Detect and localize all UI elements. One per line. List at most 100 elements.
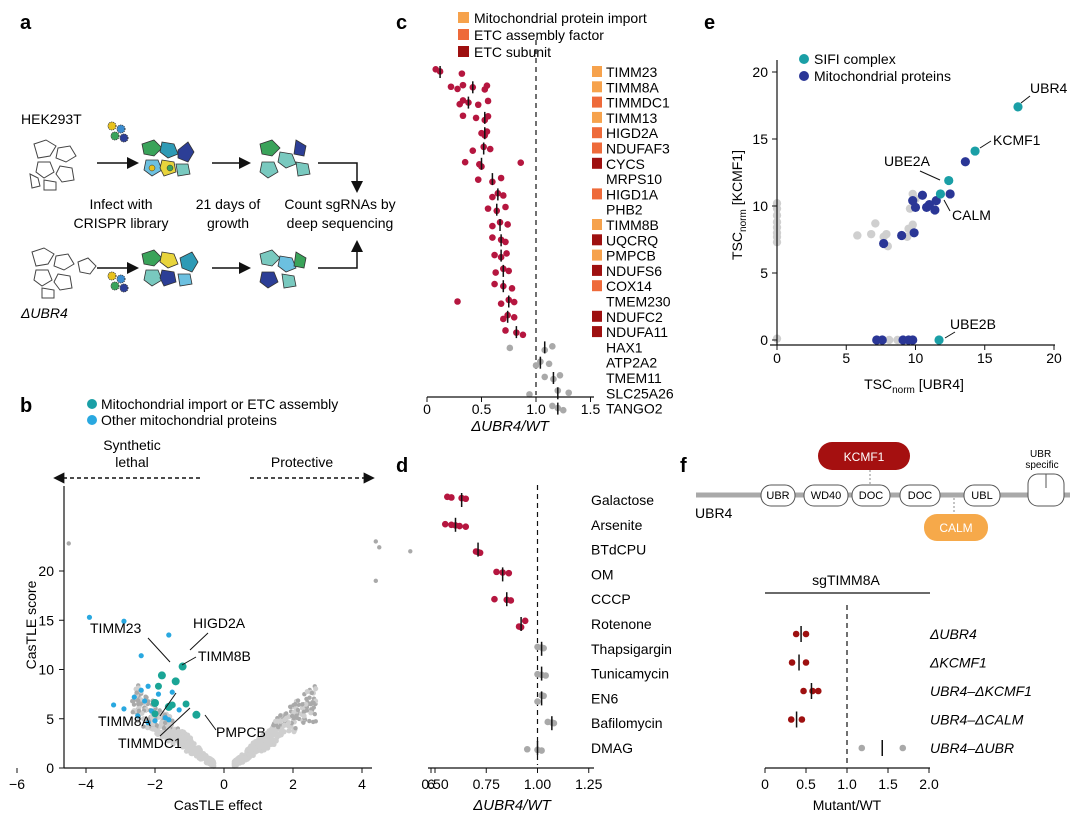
gene-label: TIMM13 (606, 110, 658, 126)
volcano-mito-point (111, 702, 117, 708)
volcano-background-point (130, 709, 135, 715)
d-point (542, 672, 549, 679)
e-y-tick-label: 5 (760, 265, 768, 281)
c-point (474, 101, 482, 109)
c-point (491, 280, 498, 288)
volcano-highlight-point (151, 698, 159, 707)
volcano-background-point (203, 755, 210, 761)
c-point (526, 391, 533, 398)
c-point (505, 267, 513, 275)
gene-labels-c: TIMM23TIMM8ATIMMDC1TIMM13HIGD2ANDUFAF3CY… (592, 64, 674, 417)
volcano-background-point (313, 686, 319, 692)
e-mito-point (909, 228, 919, 238)
volcano-highlight-point (192, 710, 201, 719)
label-pmpcb: PMPCB (216, 724, 266, 740)
calm-box (924, 514, 988, 541)
c-x-tick-label: 1.5 (581, 401, 601, 417)
e-mito-point (879, 238, 889, 249)
f-point (809, 687, 816, 695)
volcano-background-point (278, 713, 283, 718)
volcano-background-point (138, 701, 144, 706)
virus-cluster-2 (107, 271, 129, 293)
d-condition-label: EN6 (591, 690, 618, 706)
e-y-tick-label: 0 (760, 332, 768, 348)
gene-class-marker (592, 280, 602, 292)
f-x-tick-label: 2.0 (919, 776, 939, 792)
volcano-highlight-point (178, 662, 187, 671)
d-condition-label: DMAG (591, 740, 633, 756)
gene-class-marker (592, 66, 602, 77)
gene-label: NDUFS6 (606, 263, 662, 279)
c-point (510, 314, 518, 321)
label-timm8b: TIMM8B (198, 648, 251, 664)
volcano-background-point (281, 729, 287, 735)
volcano-background-point (170, 737, 177, 743)
b-x-tick-label: 4 (358, 776, 366, 792)
synthetic-lethal-label: Synthetic lethal (103, 437, 161, 470)
panel-c-letter: c (396, 12, 407, 34)
f-point (788, 659, 796, 666)
cell-illustration-grown (259, 139, 311, 179)
d-point (491, 595, 498, 603)
d-xlabel: ΔUBR4/WT (472, 797, 552, 814)
volcano-background-point (271, 722, 276, 728)
e-sifi-point (1013, 102, 1023, 112)
volcano-highlight-point (171, 677, 180, 686)
volcano-background-point (249, 752, 255, 758)
svg-text:DOC: DOC (908, 490, 933, 502)
ubr-specific-label: UBR specific (1025, 449, 1058, 471)
svg-text:UBL: UBL (971, 490, 992, 502)
b-x-tick-label: −4 (78, 776, 94, 792)
volcano-background-point (252, 746, 258, 752)
volcano-background-point (154, 723, 159, 728)
volcano-mito-point (138, 687, 144, 693)
e-other-point (866, 229, 876, 239)
volcano-background-point (307, 695, 312, 700)
e-mito-point (960, 157, 970, 167)
svg-text:UBR: UBR (766, 490, 789, 502)
volcano-background-point (286, 728, 292, 734)
volcano-background-point (188, 741, 194, 747)
c-point (459, 97, 467, 104)
f-point (815, 687, 822, 695)
volcano-background-point (301, 713, 307, 719)
label-timmdc1: TIMMDC1 (118, 735, 182, 751)
step-infect-text: Infect with CRISPR library (74, 196, 169, 231)
legend-c-assembly-marker (458, 29, 469, 40)
domain-boxes: UBR WD40 DOC DOC UBL (760, 484, 1001, 507)
c-point (545, 360, 553, 368)
volcano-import-point (182, 700, 190, 708)
c-point (549, 402, 556, 410)
volcano-background-point (140, 716, 147, 722)
panel-a-letter: a (20, 12, 32, 34)
d-point (456, 522, 463, 530)
label-timm23: TIMM23 (90, 620, 142, 636)
d-point (538, 747, 545, 754)
panel-c: c Mitochondrial protein import ETC assem… (396, 10, 674, 435)
f-mutant-label: UBR4–ΔCALM (930, 712, 1024, 728)
label-timm8a: TIMM8A (98, 713, 152, 729)
volcano-background-point (187, 735, 194, 741)
b-x-tick-label: 0 (220, 776, 228, 792)
volcano-background-point (307, 718, 312, 724)
arrow-merge-bottom (318, 240, 363, 269)
legend-b-import: Mitochondrial import or ETC assembly (101, 396, 338, 412)
d-condition-label: OM (591, 566, 614, 582)
volcano-background-point (308, 701, 314, 707)
c-point (469, 147, 477, 154)
gene-class-marker (592, 326, 602, 338)
volcano-highlight-point (157, 671, 166, 680)
ubr4-protein-label: UBR4 (695, 505, 733, 521)
gene-class-marker (592, 157, 602, 169)
c-point (565, 389, 572, 397)
volcano-background-point (276, 732, 283, 738)
volcano-background-point (141, 724, 146, 729)
svg-text:deep sequencing: deep sequencing (287, 215, 394, 231)
f-xlabel: Mutant/WT (813, 797, 882, 813)
d-x-tick-label: 0.75 (473, 776, 500, 792)
f-point (792, 630, 800, 638)
c-point (532, 362, 540, 369)
gene-label: PHB2 (606, 202, 643, 218)
volcano-background-point (300, 702, 305, 707)
cell-line-label: HEK293T (21, 111, 82, 127)
